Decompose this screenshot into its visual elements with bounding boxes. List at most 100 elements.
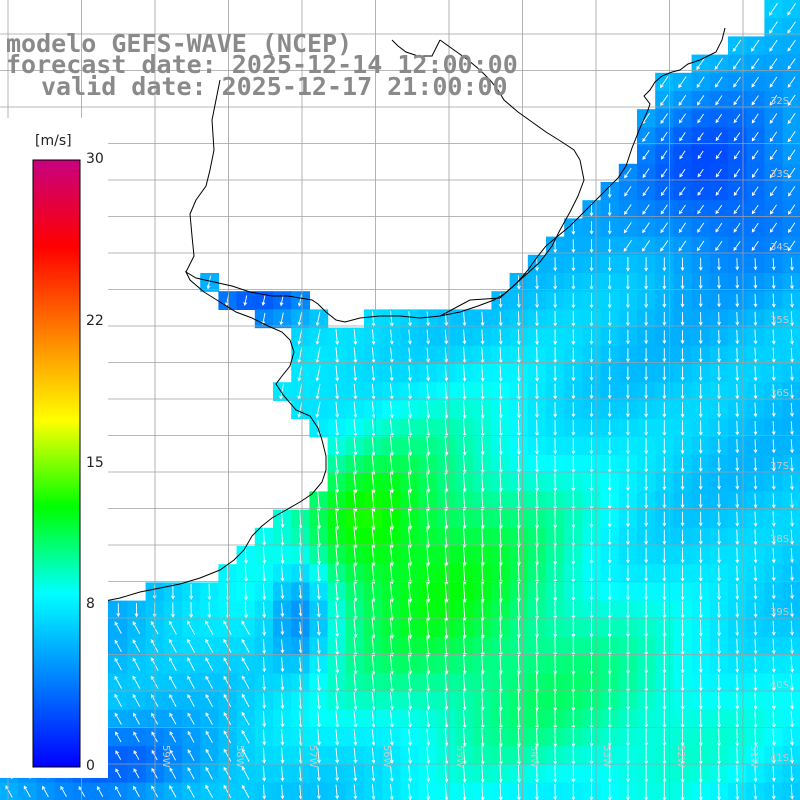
wind-arrow bbox=[262, 657, 267, 673]
wind-arrow bbox=[535, 257, 539, 272]
wind-arrow bbox=[426, 580, 431, 603]
wind-arrow bbox=[444, 472, 449, 493]
wind-arrow bbox=[753, 620, 758, 637]
wind-arrow bbox=[571, 546, 576, 565]
wind-arrow bbox=[553, 293, 558, 309]
wind-arrow bbox=[426, 472, 431, 494]
wind-arrow bbox=[678, 76, 687, 89]
wind-arrow bbox=[680, 456, 685, 473]
wind-arrow bbox=[517, 545, 521, 566]
wind-arrow bbox=[517, 365, 521, 382]
wind-arrow bbox=[753, 638, 758, 655]
wind-arrow bbox=[444, 691, 449, 711]
wind-arrow bbox=[280, 510, 285, 529]
wind-arrow bbox=[187, 767, 195, 780]
wind-arrow bbox=[607, 547, 612, 564]
wind-arrow bbox=[498, 764, 503, 784]
wind-arrow bbox=[517, 509, 521, 530]
wind-arrow bbox=[371, 419, 376, 438]
wind-arrow bbox=[717, 294, 721, 308]
wind-arrow bbox=[644, 728, 648, 747]
wind-arrow bbox=[426, 728, 431, 747]
wind-arrow bbox=[262, 675, 267, 691]
wind-arrow bbox=[462, 728, 467, 747]
wind-arrow bbox=[787, 131, 796, 143]
latitude-label: 40S bbox=[770, 680, 790, 691]
wind-arrow bbox=[626, 348, 630, 363]
wind-arrow bbox=[389, 436, 394, 457]
latitude-label: 36S bbox=[770, 388, 790, 399]
wind-arrow bbox=[680, 438, 685, 455]
wind-arrow bbox=[607, 293, 612, 309]
wind-arrow bbox=[680, 348, 685, 363]
wind-arrow bbox=[262, 747, 267, 764]
wind-arrow bbox=[553, 402, 558, 418]
wind-arrow bbox=[371, 507, 376, 531]
wind-arrow bbox=[660, 222, 668, 234]
wind-arrow bbox=[315, 329, 321, 345]
wind-arrow bbox=[297, 365, 303, 382]
wind-arrow bbox=[335, 454, 340, 475]
wind-arrow bbox=[389, 401, 394, 419]
wind-arrow bbox=[735, 420, 740, 436]
wind-arrow bbox=[132, 693, 141, 707]
wind-arrow bbox=[753, 784, 758, 800]
wind-arrow bbox=[607, 438, 612, 455]
wind-arrow bbox=[680, 366, 685, 381]
wind-arrow bbox=[517, 329, 521, 346]
wind-arrow bbox=[480, 673, 485, 693]
wind-arrow bbox=[769, 204, 777, 215]
wind-arrow bbox=[535, 765, 539, 783]
wind-arrow bbox=[462, 617, 467, 639]
wind-arrow bbox=[787, 240, 796, 252]
wind-arrow bbox=[680, 547, 685, 564]
wind-arrow bbox=[589, 474, 594, 492]
wind-arrow bbox=[769, 94, 778, 106]
wind-arrow bbox=[280, 693, 285, 710]
wind-arrow bbox=[371, 489, 376, 513]
wind-arrow bbox=[168, 638, 177, 653]
wind-arrow bbox=[735, 547, 740, 564]
wind-arrow bbox=[626, 619, 630, 638]
wind-arrow bbox=[680, 384, 685, 400]
wind-arrow bbox=[317, 692, 321, 710]
wind-arrow bbox=[280, 657, 285, 673]
wind-arrow bbox=[642, 222, 650, 234]
wind-arrow bbox=[280, 747, 285, 764]
wind-arrow bbox=[751, 95, 759, 106]
wind-arrow bbox=[733, 132, 741, 142]
wind-arrow bbox=[753, 602, 758, 618]
wind-arrow bbox=[771, 293, 776, 308]
wind-arrow bbox=[517, 473, 521, 492]
wind-arrow bbox=[678, 240, 687, 252]
wind-arrow bbox=[205, 657, 214, 671]
wind-arrow bbox=[571, 491, 576, 511]
wind-arrow bbox=[280, 584, 285, 600]
wind-arrow bbox=[244, 583, 248, 601]
wind-arrow bbox=[114, 693, 122, 708]
wind-arrow bbox=[241, 729, 250, 744]
wind-arrow bbox=[444, 436, 449, 457]
wind-arrow bbox=[607, 348, 612, 363]
wind-arrow bbox=[517, 437, 521, 455]
latitude-label: 37S bbox=[770, 461, 790, 472]
wind-arrow bbox=[426, 436, 431, 457]
wind-arrow bbox=[680, 783, 685, 800]
wind-arrow bbox=[480, 437, 485, 456]
wind-arrow bbox=[735, 656, 740, 673]
wind-arrow bbox=[589, 709, 594, 730]
wind-arrow bbox=[498, 727, 503, 748]
wind-arrow bbox=[480, 383, 485, 401]
wind-arrow bbox=[517, 491, 521, 511]
wind-arrow bbox=[697, 150, 704, 160]
wind-arrow bbox=[680, 529, 685, 545]
wind-arrow bbox=[735, 511, 740, 527]
wind-arrow bbox=[717, 674, 721, 692]
wind-speed-cell bbox=[218, 782, 238, 800]
wind-arrow bbox=[408, 728, 412, 747]
wind-arrow bbox=[535, 654, 540, 675]
wind-arrow bbox=[717, 438, 721, 454]
wind-arrow bbox=[371, 618, 376, 639]
wind-arrow bbox=[607, 366, 612, 381]
wind-arrow bbox=[626, 329, 630, 345]
